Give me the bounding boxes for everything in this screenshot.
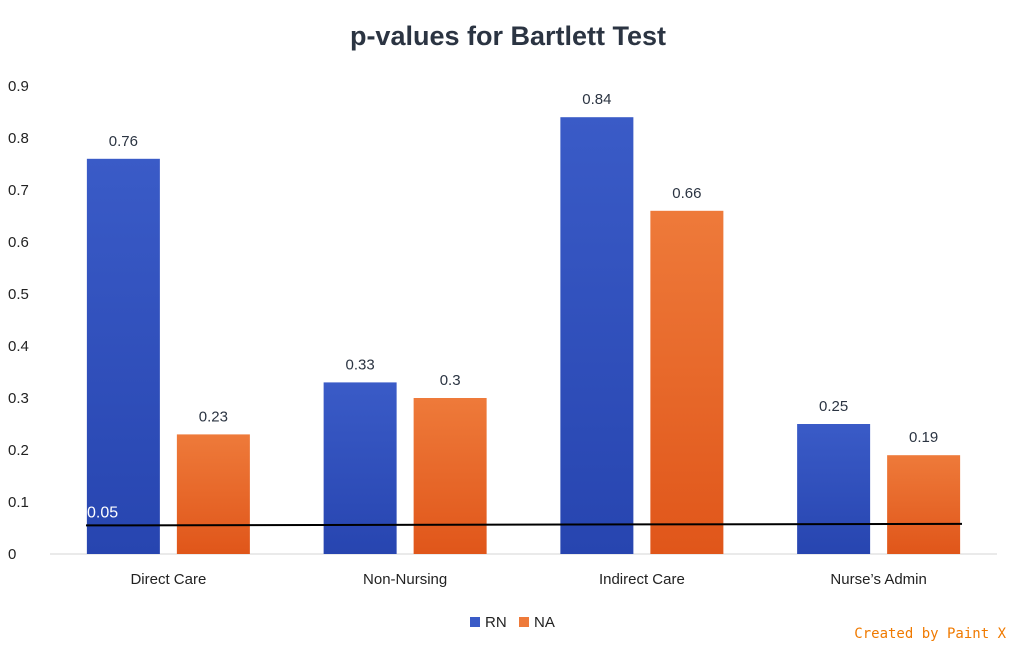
legend: RN NA bbox=[470, 614, 555, 631]
bar-rn-0 bbox=[86, 158, 160, 555]
bar-na-1 bbox=[413, 398, 487, 554]
y-axis: 0 0.1 0.2 0.3 0.4 0.5 0.6 0.7 0.8 0.9 bbox=[8, 78, 29, 563]
bar-na-2 bbox=[650, 210, 724, 555]
x-category-label: Nurse’s Admin bbox=[830, 571, 926, 588]
reference-line-label: 0.05 bbox=[87, 504, 118, 521]
chart-title: p-values for Bartlett Test bbox=[350, 21, 666, 51]
data-label: 0.76 bbox=[109, 133, 138, 150]
y-tick-label: 0.7 bbox=[8, 182, 29, 199]
bar-na-3 bbox=[887, 455, 961, 554]
legend-swatch-na bbox=[519, 617, 529, 627]
reference-line bbox=[85, 522, 963, 527]
bar-rn-1 bbox=[323, 382, 397, 554]
data-label: 0.23 bbox=[199, 408, 228, 425]
bars-group: 0.76 0.23 0.33 0.3 0.84 0.66 0.25 0.19 bbox=[86, 91, 961, 555]
data-label: 0.66 bbox=[672, 185, 701, 202]
data-label: 0.33 bbox=[346, 356, 375, 373]
x-category-label: Indirect Care bbox=[599, 571, 685, 588]
legend-swatch-rn bbox=[470, 617, 480, 627]
data-label: 0.3 bbox=[440, 372, 461, 389]
x-category-label: Direct Care bbox=[130, 571, 206, 588]
reference-line-group: 0.05 bbox=[85, 504, 963, 527]
category-labels: Direct Care Non-Nursing Indirect Care Nurse… bbox=[130, 571, 926, 588]
bar-na-0 bbox=[176, 434, 250, 554]
bar-rn-3 bbox=[797, 424, 871, 554]
y-tick-label: 0.2 bbox=[8, 442, 29, 459]
data-label: 0.19 bbox=[909, 429, 938, 446]
y-tick-label: 0.4 bbox=[8, 338, 29, 355]
bar-rn-2 bbox=[560, 117, 634, 554]
y-tick-label: 0.6 bbox=[8, 234, 29, 251]
y-tick-label: 0.1 bbox=[8, 494, 29, 511]
data-label: 0.84 bbox=[582, 91, 611, 108]
y-tick-label: 0 bbox=[8, 546, 16, 563]
data-label: 0.25 bbox=[819, 398, 848, 415]
y-tick-label: 0.3 bbox=[8, 390, 29, 407]
y-tick-label: 0.9 bbox=[8, 78, 29, 95]
legend-label: NA bbox=[534, 614, 555, 631]
legend-label: RN bbox=[485, 614, 507, 631]
x-category-label: Non-Nursing bbox=[363, 571, 447, 588]
y-tick-label: 0.5 bbox=[8, 286, 29, 303]
y-tick-label: 0.8 bbox=[8, 130, 29, 147]
watermark-text: Created by Paint X bbox=[854, 626, 1006, 642]
